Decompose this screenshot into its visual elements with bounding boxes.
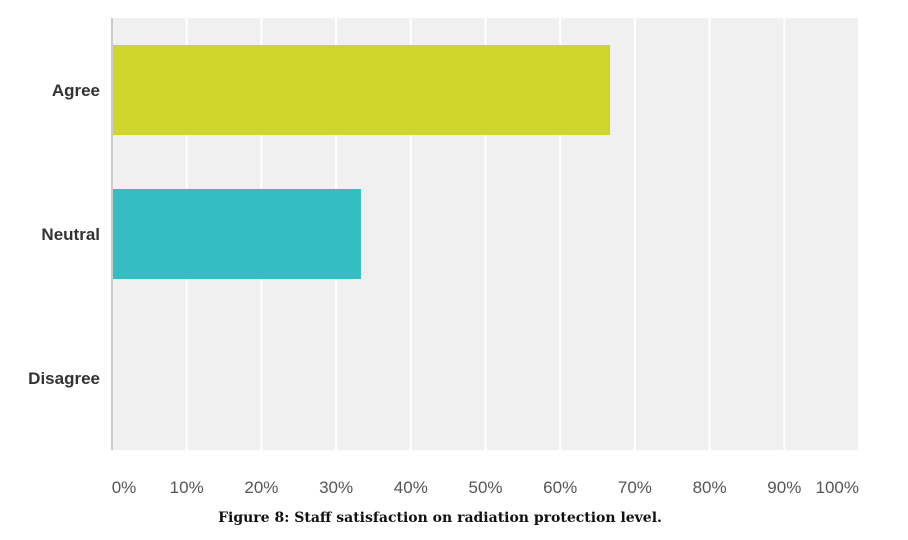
figure-caption: Figure 8: Staff satisfaction on radiatio… bbox=[218, 510, 662, 526]
x-tick-label: 10% bbox=[170, 478, 204, 497]
x-tick-label: 90% bbox=[767, 478, 801, 497]
x-tick-label: 70% bbox=[618, 478, 652, 497]
x-tick-label: 100% bbox=[816, 478, 859, 497]
x-tick-label: 20% bbox=[244, 478, 278, 497]
x-tick-labels: 0% 10% 20% 30% 40% 50% 60% 70% 80% 90% 100% bbox=[112, 478, 859, 497]
x-tick-label: 80% bbox=[693, 478, 727, 497]
category-label-agree: Agree bbox=[52, 81, 100, 100]
bars bbox=[112, 45, 611, 279]
x-tick-label: 40% bbox=[394, 478, 428, 497]
x-tick-label: 30% bbox=[319, 478, 353, 497]
bar-chart: Agree Neutral Disagree 0% 10% 20% 30% 40% 50% 60… bbox=[28, 18, 860, 497]
x-tick-label: 50% bbox=[468, 478, 502, 497]
bar-neutral bbox=[112, 189, 361, 279]
category-label-disagree: Disagree bbox=[28, 369, 100, 388]
x-tick-label: 60% bbox=[543, 478, 577, 497]
x-tick-label: 0% bbox=[112, 478, 137, 497]
bar-agree bbox=[112, 45, 611, 135]
category-labels: Agree Neutral Disagree bbox=[28, 81, 100, 388]
category-label-neutral: Neutral bbox=[41, 225, 100, 244]
